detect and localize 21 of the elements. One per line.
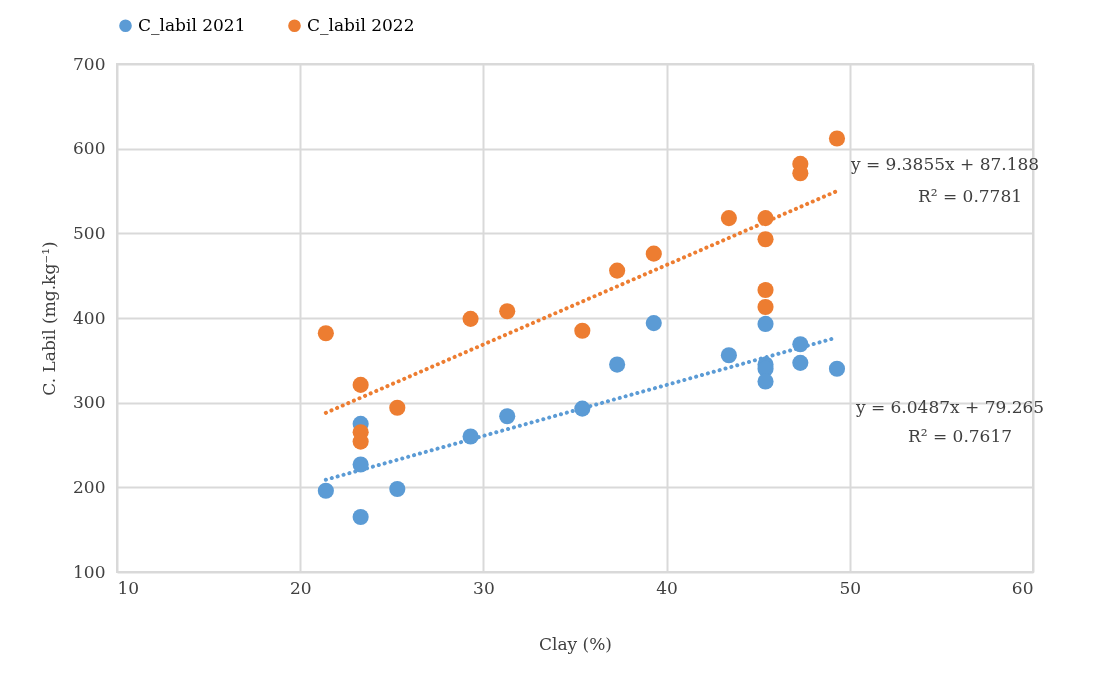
x-tick-label: 40 <box>656 577 678 598</box>
annotation: R² = 0.7781 <box>917 186 1023 206</box>
y-tick-label: 300 <box>73 392 106 413</box>
x-tick-label: 50 <box>839 577 862 598</box>
annotation: y = 9.3855x + 87.188 <box>849 154 1040 174</box>
x-tick-label: 10 <box>117 577 140 598</box>
legend-label: C_labil 2021 <box>138 14 246 35</box>
y-tick-label: 200 <box>73 476 106 497</box>
x-tick-label: 20 <box>289 577 312 598</box>
y-tick-label: 700 <box>73 53 106 74</box>
annotation: y = 6.0487x + 79.265 <box>854 397 1045 417</box>
y-tick-label: 100 <box>73 561 106 582</box>
legend-label: C_labil 2022 <box>307 14 415 35</box>
y-axis-title: C. Labil (mg.kg⁻¹) <box>39 241 60 396</box>
y-tick-label: 400 <box>73 307 106 328</box>
y-tick-label: 500 <box>73 222 106 243</box>
x-tick-label: 30 <box>473 577 495 598</box>
y-tick-label: 600 <box>73 138 106 159</box>
x-tick-label: 60 <box>1011 577 1034 598</box>
annotation: R² = 0.7617 <box>907 426 1013 446</box>
x-axis-title: Clay (%) <box>538 633 613 654</box>
